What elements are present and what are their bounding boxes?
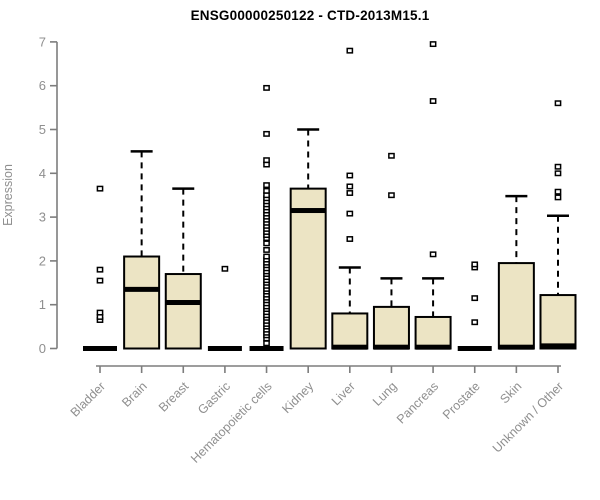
outlier-point bbox=[346, 183, 354, 190]
outlier-point bbox=[96, 185, 104, 192]
x-category-label: Bladder bbox=[68, 379, 108, 419]
outlier-point bbox=[263, 247, 270, 253]
y-tick-label: 7 bbox=[39, 34, 46, 49]
collapsed-box bbox=[83, 346, 117, 351]
outlier-point bbox=[96, 277, 104, 284]
outlier-point bbox=[346, 172, 354, 179]
box bbox=[414, 315, 452, 350]
collapsed-box bbox=[207, 346, 242, 351]
outlier-point bbox=[429, 251, 437, 258]
x-category-label: Liver bbox=[329, 379, 358, 408]
y-tick-label: 0 bbox=[39, 341, 46, 356]
outlier-point bbox=[471, 319, 479, 326]
median-line bbox=[124, 286, 160, 292]
median-line bbox=[165, 300, 201, 306]
box bbox=[289, 187, 327, 350]
median-line bbox=[498, 344, 534, 350]
y-tick-label: 5 bbox=[39, 122, 46, 137]
outlier-point bbox=[263, 240, 270, 247]
outlier-point bbox=[554, 100, 562, 107]
median-line bbox=[540, 343, 576, 349]
collapsed-box bbox=[457, 346, 492, 351]
box bbox=[372, 305, 410, 350]
outlier-point bbox=[221, 265, 229, 272]
x-category-label: Gastric bbox=[195, 379, 233, 417]
box bbox=[123, 255, 161, 350]
outlier-point bbox=[471, 261, 479, 268]
x-category-label: Breast bbox=[156, 379, 192, 415]
outlier-point bbox=[554, 194, 562, 201]
median-line bbox=[373, 344, 409, 350]
x-category-label: Kidney bbox=[279, 379, 316, 416]
y-tick-label: 4 bbox=[39, 166, 46, 181]
box bbox=[331, 312, 369, 350]
median-line bbox=[415, 344, 451, 350]
outlier-point bbox=[388, 192, 395, 199]
y-tick-label: 3 bbox=[39, 210, 46, 225]
y-tick-label: 2 bbox=[39, 253, 46, 268]
outlier-point bbox=[263, 340, 270, 347]
chart-title: ENSG00000250122 - CTD-2013M15.1 bbox=[190, 8, 430, 23]
median-line bbox=[290, 208, 326, 214]
x-category-label: Unknown / Other bbox=[490, 379, 566, 455]
outlier-point bbox=[429, 98, 437, 104]
box bbox=[539, 294, 577, 350]
outlier-point bbox=[263, 253, 270, 260]
x-category-label: Brain bbox=[119, 379, 150, 410]
outlier-point bbox=[346, 236, 354, 242]
x-category-label: Prostate bbox=[440, 379, 483, 422]
outlier-point bbox=[263, 182, 270, 189]
x-category-label: Pancreas bbox=[394, 379, 441, 426]
collapsed-box bbox=[249, 346, 284, 351]
outlier-point bbox=[429, 41, 437, 48]
outlier-point bbox=[96, 266, 104, 273]
outlier-point bbox=[263, 157, 270, 164]
box bbox=[497, 262, 535, 350]
outlier-point bbox=[96, 309, 104, 316]
outlier-point bbox=[388, 152, 395, 159]
y-tick-label: 6 bbox=[39, 78, 46, 93]
box bbox=[164, 273, 202, 350]
outlier-point bbox=[471, 295, 479, 302]
x-category-label: Skin bbox=[497, 379, 524, 406]
outlier-point bbox=[554, 188, 562, 195]
outlier-point bbox=[263, 84, 270, 91]
y-tick-label: 1 bbox=[39, 297, 46, 312]
outlier-point bbox=[346, 47, 354, 54]
outlier-point bbox=[263, 130, 270, 137]
x-category-label: Lung bbox=[370, 379, 400, 409]
outlier-point bbox=[346, 210, 354, 217]
outlier-point bbox=[263, 187, 270, 194]
outlier-point bbox=[554, 163, 562, 170]
outlier-point bbox=[554, 170, 562, 177]
outlier-point bbox=[346, 190, 354, 196]
median-line bbox=[332, 344, 368, 350]
x-category-label: Hematopoietic cells bbox=[188, 379, 275, 466]
